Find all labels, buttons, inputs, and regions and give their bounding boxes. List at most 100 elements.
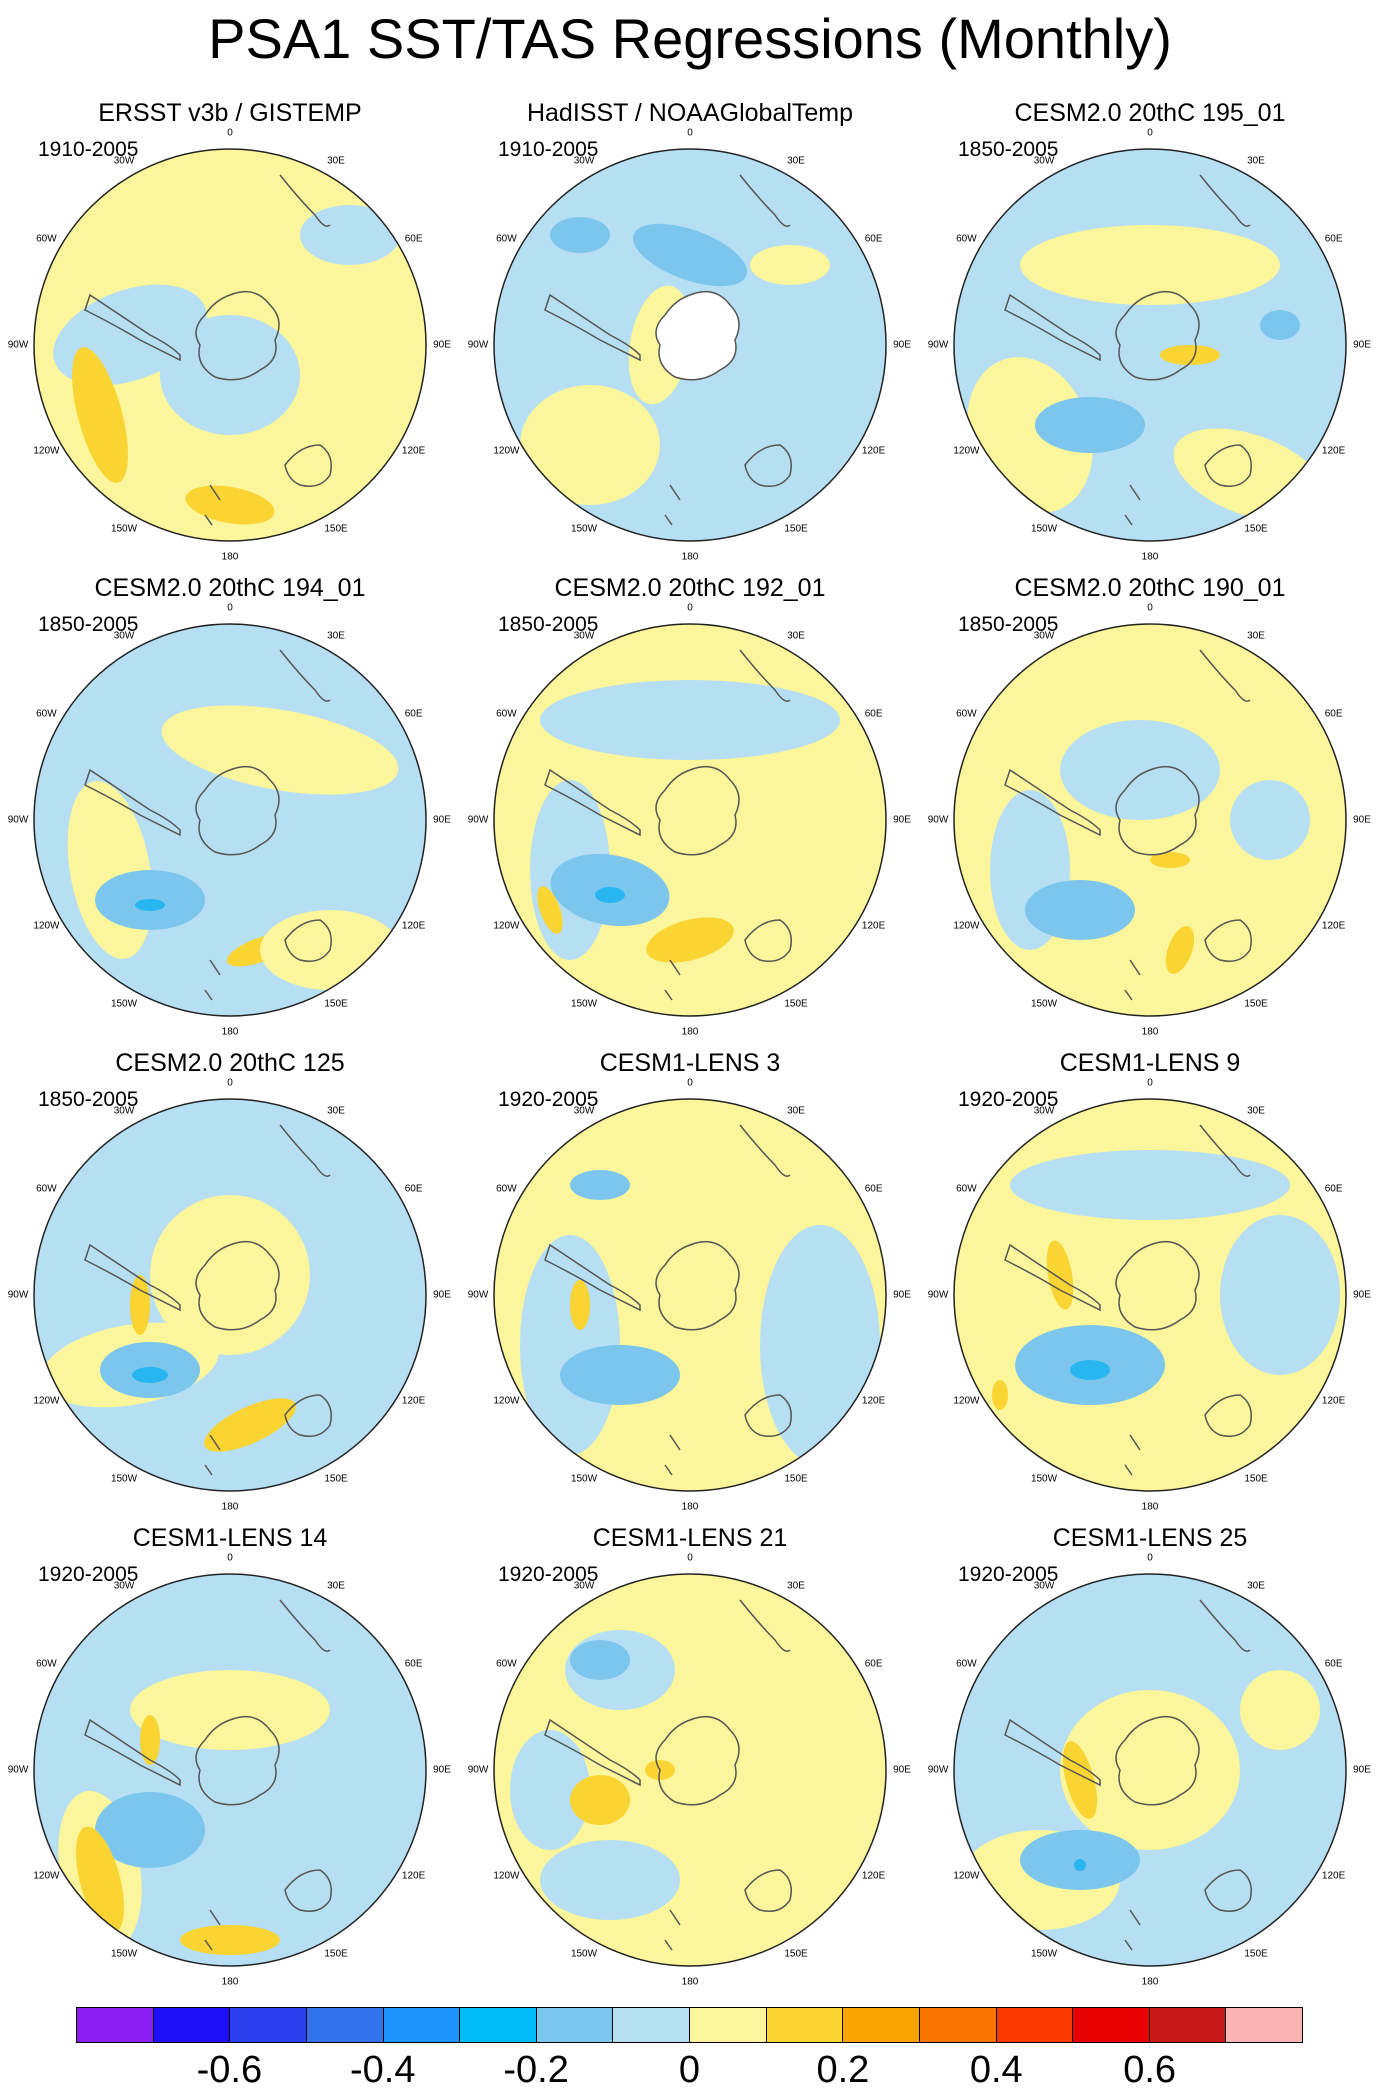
longitude-label: 60W xyxy=(36,708,57,720)
longitude-label: 90E xyxy=(433,1764,451,1776)
longitude-label: 120E xyxy=(1321,1395,1346,1407)
africa-coastline xyxy=(279,174,331,227)
period-label: 1920-2005 xyxy=(38,1563,139,1586)
longitude-label: 90W xyxy=(927,1289,949,1301)
south-america-coastline xyxy=(84,293,181,362)
longitude-label: 30W xyxy=(113,1580,135,1592)
longitude-label: 0 xyxy=(687,1552,693,1564)
colorbar-swatch xyxy=(613,2008,690,2042)
longitude-label: 120W xyxy=(953,445,980,457)
longitude-label: 180 xyxy=(1141,551,1159,563)
longitude-label: 180 xyxy=(1141,1976,1159,1988)
longitude-label: 120E xyxy=(861,1870,886,1882)
antarctica-coastline xyxy=(1115,765,1200,856)
antarctica-coastline xyxy=(195,1715,280,1806)
anomaly-region xyxy=(992,1380,1008,1410)
colorbar-swatch xyxy=(230,2008,307,2042)
longitude-label: 90E xyxy=(433,339,451,351)
longitude-label: 0 xyxy=(687,1077,693,1089)
longitude-label: 120W xyxy=(953,1395,980,1407)
new-zealand-coastline xyxy=(204,1434,221,1476)
africa-coastline xyxy=(739,174,791,227)
longitude-label: 30W xyxy=(573,630,595,642)
longitude-label: 90E xyxy=(893,814,911,826)
longitude-label: 90W xyxy=(467,339,489,351)
anomaly-region xyxy=(1060,720,1220,820)
longitude-label: 120W xyxy=(33,920,60,932)
longitude-label: 0 xyxy=(227,1077,233,1089)
anomaly-region xyxy=(1150,852,1190,868)
panel-title: CESM2.0 20thC 125 xyxy=(115,1049,345,1077)
panel-title: CESM1-LENS 21 xyxy=(592,1524,788,1552)
longitude-label: 120E xyxy=(401,1870,426,1882)
longitude-label: 30W xyxy=(113,155,135,167)
longitude-label: 150E xyxy=(784,1948,808,1960)
longitude-label: 60E xyxy=(404,708,423,720)
longitude-label: 120E xyxy=(861,1395,886,1407)
longitude-label: 150E xyxy=(1244,523,1268,535)
polar-stereographic-map xyxy=(953,623,1347,1017)
anomaly-region xyxy=(510,1730,590,1850)
longitude-label: 120W xyxy=(33,1395,60,1407)
south-america-coastline xyxy=(544,768,641,837)
longitude-label: 90E xyxy=(893,339,911,351)
south-america-coastline xyxy=(1004,768,1101,837)
longitude-label: 150E xyxy=(324,523,348,535)
colorbar-swatch xyxy=(1226,2008,1302,2042)
longitude-label: 60E xyxy=(864,708,883,720)
longitude-label: 0 xyxy=(1147,1552,1153,1564)
longitude-label: 120W xyxy=(953,920,980,932)
australia-coastline xyxy=(1204,1394,1252,1437)
longitude-label: 30W xyxy=(113,630,135,642)
anomaly-region xyxy=(537,886,563,934)
longitude-label: 90W xyxy=(467,814,489,826)
south-america-coastline xyxy=(1004,1718,1101,1787)
new-zealand-coastline xyxy=(664,484,681,526)
colorbar-swatch xyxy=(843,2008,920,2042)
polar-stereographic-map xyxy=(493,148,887,542)
period-label: 1910-2005 xyxy=(498,138,599,161)
anomaly-region xyxy=(570,1280,590,1330)
period-label: 1920-2005 xyxy=(498,1088,599,1111)
anomaly-region xyxy=(1070,1360,1110,1380)
longitude-label: 90E xyxy=(893,1289,911,1301)
new-zealand-coastline xyxy=(664,1909,681,1951)
longitude-label: 120W xyxy=(33,445,60,457)
africa-coastline xyxy=(279,1599,331,1652)
longitude-label: 30W xyxy=(1033,630,1055,642)
period-label: 1850-2005 xyxy=(38,613,139,636)
colorbar-swatch xyxy=(460,2008,537,2042)
longitude-label: 150W xyxy=(110,1948,138,1960)
polar-stereographic-map xyxy=(953,1573,1347,1967)
longitude-label: 30E xyxy=(787,630,805,642)
new-zealand-coastline xyxy=(664,959,681,1001)
longitude-label: 60W xyxy=(956,1183,977,1195)
longitude-label: 60W xyxy=(36,1658,57,1670)
longitude-label: 150W xyxy=(570,523,598,535)
anomaly-region xyxy=(130,1275,150,1335)
longitude-label: 150W xyxy=(570,998,598,1010)
longitude-label: 180 xyxy=(1141,1026,1159,1038)
longitude-label: 120E xyxy=(1321,445,1346,457)
longitude-label: 0 xyxy=(227,127,233,139)
anomaly-region xyxy=(150,1195,310,1355)
south-america-coastline xyxy=(544,1718,641,1787)
longitude-label: 30W xyxy=(1033,1105,1055,1117)
south-america-coastline xyxy=(1004,1243,1101,1312)
africa-coastline xyxy=(1199,174,1251,227)
panel-title: CESM2.0 20thC 195_01 xyxy=(1014,99,1286,127)
new-zealand-coastline xyxy=(1124,959,1141,1001)
anomaly-region xyxy=(1020,225,1280,305)
africa-coastline xyxy=(739,1124,791,1177)
longitude-label: 120E xyxy=(1321,1870,1346,1882)
anomaly-region xyxy=(750,245,830,285)
panel-title: CESM2.0 20thC 190_01 xyxy=(1014,574,1286,602)
anomaly-region xyxy=(1160,345,1220,365)
longitude-label: 90W xyxy=(927,1764,949,1776)
longitude-label: 60E xyxy=(404,233,423,245)
panel-title: CESM1-LENS 25 xyxy=(1052,1524,1248,1552)
longitude-label: 60E xyxy=(864,1183,883,1195)
africa-coastline xyxy=(279,649,331,702)
anomaly-region xyxy=(570,1640,630,1680)
longitude-label: 150W xyxy=(110,1473,138,1485)
